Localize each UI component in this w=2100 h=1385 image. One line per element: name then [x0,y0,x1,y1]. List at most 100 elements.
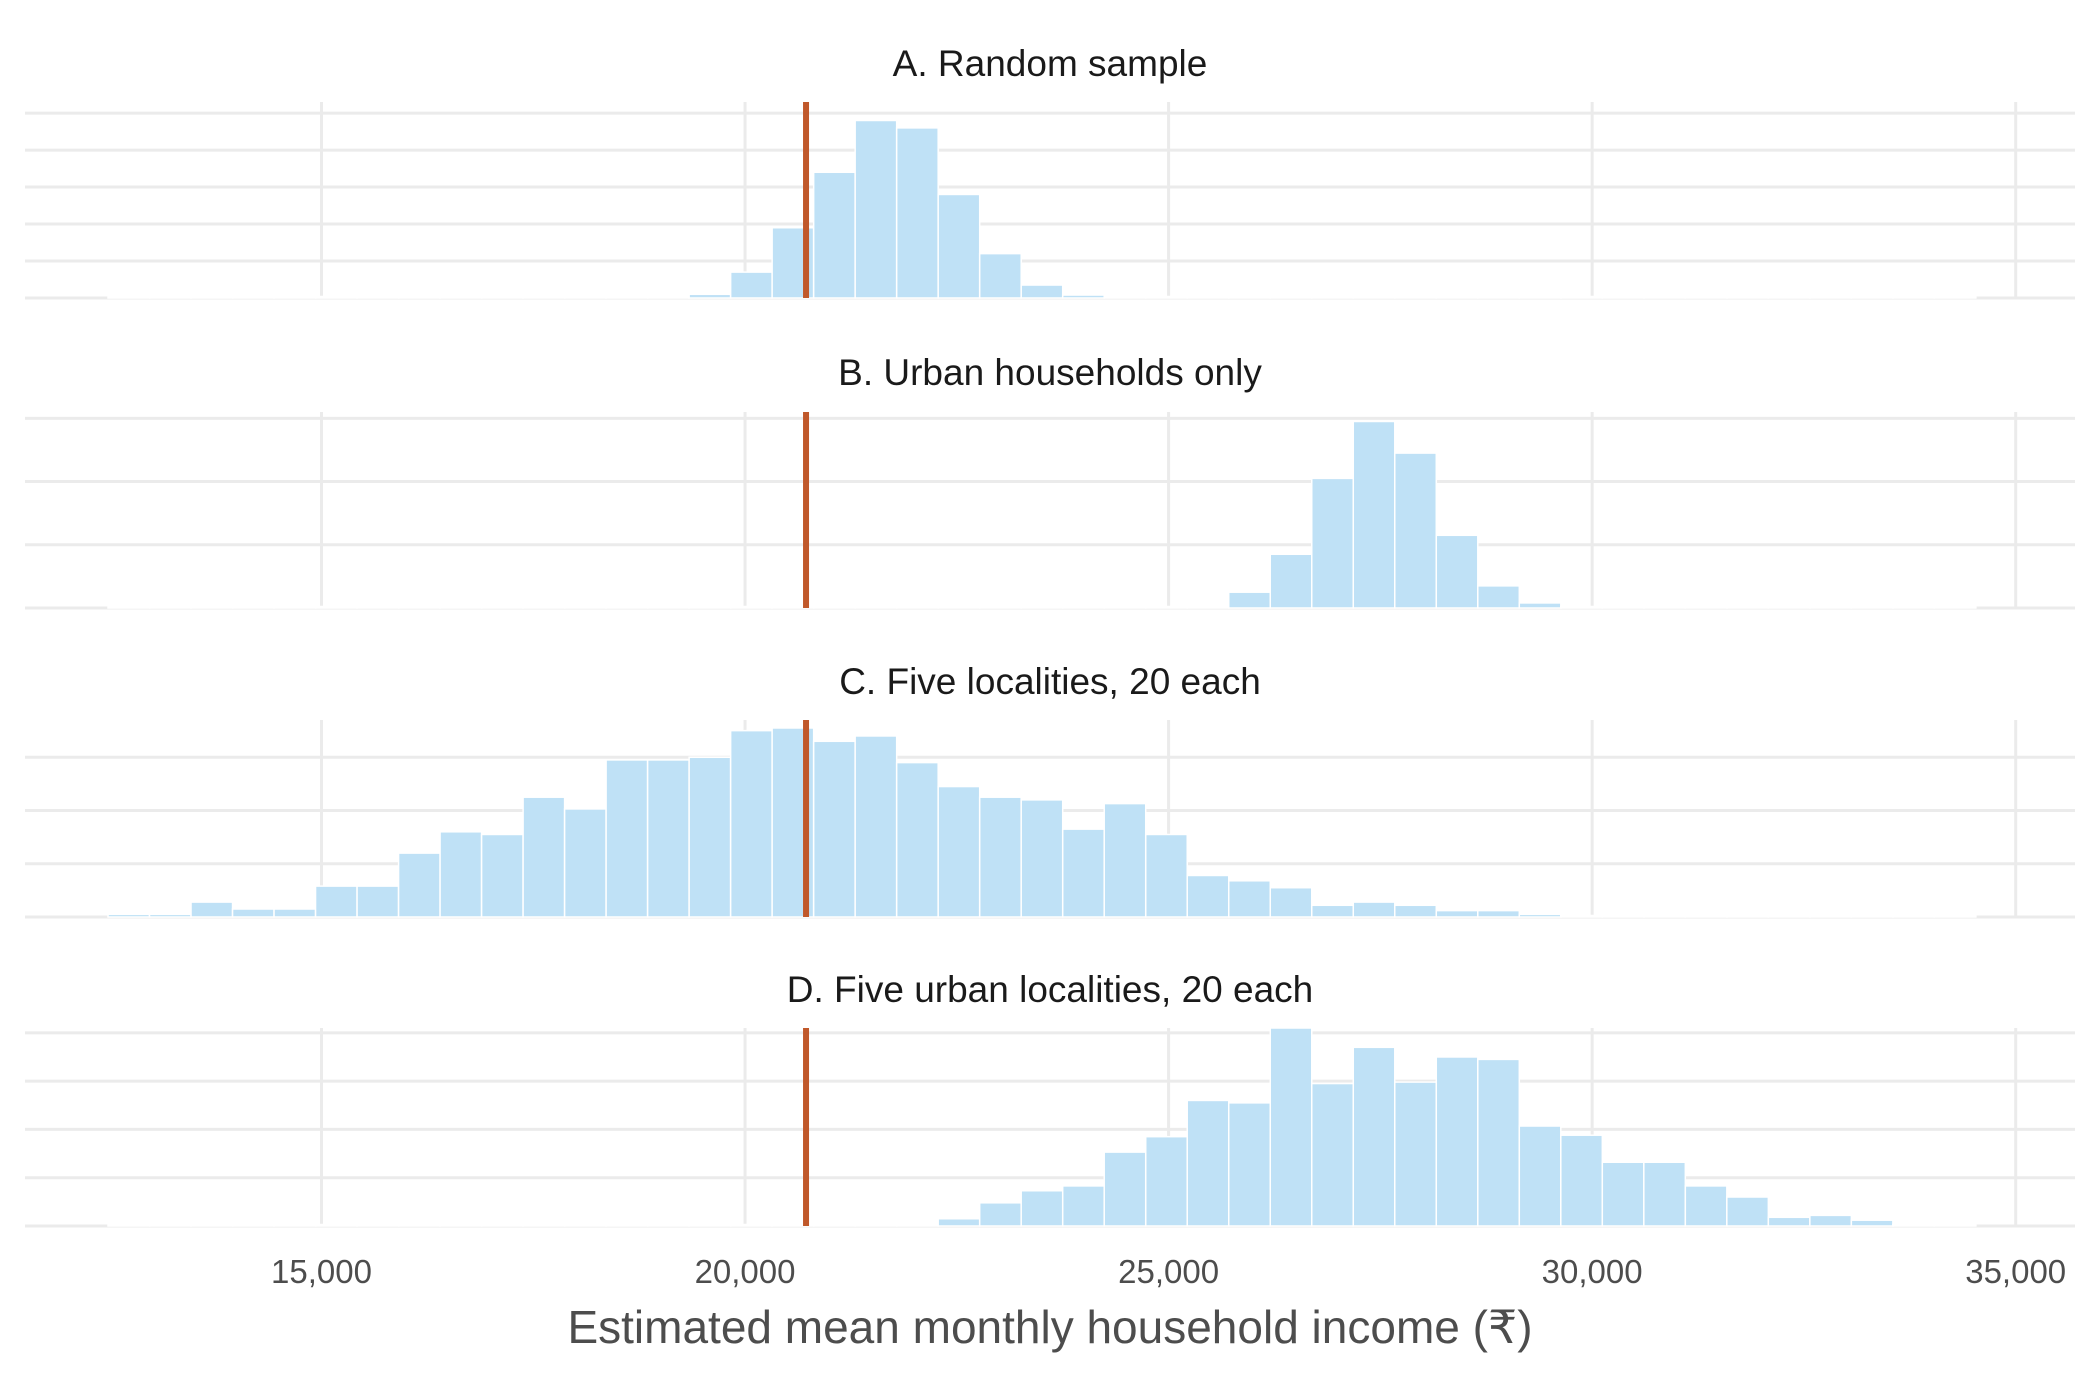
histogram-bar [1518,295,1562,299]
histogram-bar [605,295,649,299]
x-tick-label: 25,000 [1118,1253,1219,1290]
histogram-bar [480,833,524,918]
histogram-bar [1477,585,1521,609]
histogram-bar [646,759,690,918]
histogram-bar [895,761,939,918]
x-axis-title: Estimated mean monthly household income … [567,1301,1532,1353]
histogram-bar [729,271,773,299]
histogram-bar [854,119,898,299]
histogram-bar [1518,1125,1562,1227]
histogram-bar [231,908,275,918]
histogram-bar [1311,477,1355,609]
histogram-bar [1809,295,1853,299]
histogram-bar [1850,1219,1894,1227]
histogram-bar [522,295,566,299]
histogram-bar [1809,1214,1853,1227]
histogram-bar [1435,909,1479,918]
histogram-bar [1227,295,1271,299]
histogram-bar [1767,295,1811,299]
histogram-bar [439,831,483,918]
facet-panels: A. Random sample B. Urban households only… [25,43,2075,1228]
histogram-bar [397,295,441,299]
histogram-bar [1892,914,1936,918]
histogram-bar [1227,1102,1271,1227]
histogram-bar [1809,914,1853,918]
histogram-bar [895,1223,939,1227]
histogram-bar [1560,914,1604,918]
histogram-bar [273,1223,317,1227]
histogram-bar [1103,605,1147,609]
histogram-bar [1684,605,1728,609]
panel-title: D. Five urban localities, 20 each [787,969,1314,1010]
histogram-bar [107,605,151,609]
histogram-bar [1601,295,1645,299]
histogram-bar [397,852,441,918]
x-tick-label: 30,000 [1542,1253,1643,1290]
histogram-bar [190,1223,234,1227]
histogram-bar [314,605,358,609]
histogram-bar [1227,591,1271,609]
histogram-bar [1560,1134,1604,1227]
histogram-bar [190,295,234,299]
histogram-bar [978,1202,1022,1227]
histogram-bar [1311,295,1355,299]
histogram-bar [978,796,1022,918]
histogram-bar [1933,295,1977,299]
histogram-bar [480,605,524,609]
histogram-bar [107,913,151,918]
histogram-bar [273,605,317,609]
histogram-bar [854,1223,898,1227]
histogram-bar [356,885,400,918]
histogram-bar [1186,874,1230,918]
histogram-bar [563,808,607,918]
histogram-bar [688,1223,732,1227]
histogram-bar [439,1223,483,1227]
histogram-bar [1269,886,1313,918]
histogram-bar [1933,1223,1977,1227]
histogram-bar [356,295,400,299]
histogram-bar [231,1223,275,1227]
histogram-bar [522,1223,566,1227]
histogram-bar [1269,1027,1313,1227]
histogram-bar [978,605,1022,609]
histogram-bar [190,605,234,609]
histogram-bar [646,295,690,299]
histogram-bar [480,295,524,299]
histogram-bar [1850,914,1894,918]
histogram-bar [854,735,898,918]
histogram-bar [1643,605,1687,609]
histogram-bar [1684,295,1728,299]
panel-title: C. Five localities, 20 each [839,661,1261,702]
histogram-bar [1020,605,1064,609]
histogram-bar [1892,605,1936,609]
histogram-bar [1103,295,1147,299]
histogram-bar [1435,295,1479,299]
histogram-bar [397,605,441,609]
histogram-bar [1643,1161,1687,1227]
histogram-bar [1269,553,1313,609]
histogram-bar [1601,1161,1645,1227]
histogram-bar [480,1223,524,1227]
histogram-bar [273,295,317,299]
histogram-bar [563,295,607,299]
histogram-bar [1601,914,1645,918]
histogram-bar [729,605,773,609]
histogram-bar [1684,1185,1728,1227]
histogram-bar [1186,605,1230,609]
histogram-bar [522,605,566,609]
histogram-bar [646,1223,690,1227]
histogram-bar [1892,295,1936,299]
histogram-bar [1186,1099,1230,1227]
histogram-bar [1850,295,1894,299]
histogram-bar [563,605,607,609]
histogram-bar [854,605,898,609]
facet-panel: D. Five urban localities, 20 each [25,969,2075,1228]
histogram-bar [1061,828,1105,918]
histogram-bar [314,885,358,918]
histogram-bar [1269,295,1313,299]
histogram-bar [1892,1223,1936,1227]
histogram-bar [1394,452,1438,609]
histogram-bar [356,605,400,609]
histogram-bar [1186,295,1230,299]
